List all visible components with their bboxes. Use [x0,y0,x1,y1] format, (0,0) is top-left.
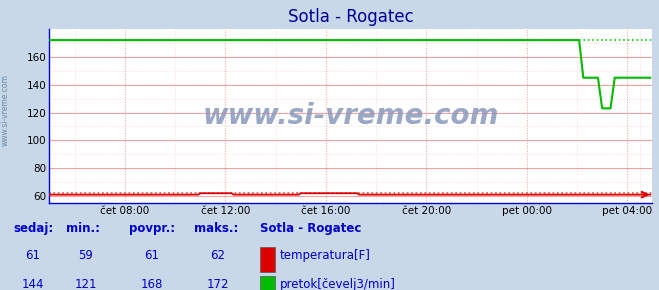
Text: sedaj:: sedaj: [13,222,53,235]
Text: 121: 121 [74,278,97,290]
Text: 168: 168 [140,278,163,290]
Text: temperatura[F]: temperatura[F] [280,249,371,262]
Title: Sotla - Rogatec: Sotla - Rogatec [288,8,414,26]
Text: 172: 172 [206,278,229,290]
Text: pretok[čevelj3/min]: pretok[čevelj3/min] [280,278,396,290]
Text: 61: 61 [144,249,159,262]
Text: 62: 62 [210,249,225,262]
Text: 144: 144 [22,278,44,290]
Bar [260,247,275,272]
Text: 61: 61 [26,249,40,262]
Text: www.si-vreme.com: www.si-vreme.com [203,102,499,130]
Text: Sotla - Rogatec: Sotla - Rogatec [260,222,362,235]
Text: povpr.:: povpr.: [129,222,175,235]
Bar [260,276,275,290]
Text: min.:: min.: [66,222,100,235]
Text: www.si-vreme.com: www.si-vreme.com [1,74,10,146]
Text: 59: 59 [78,249,93,262]
Text: maks.:: maks.: [194,222,239,235]
